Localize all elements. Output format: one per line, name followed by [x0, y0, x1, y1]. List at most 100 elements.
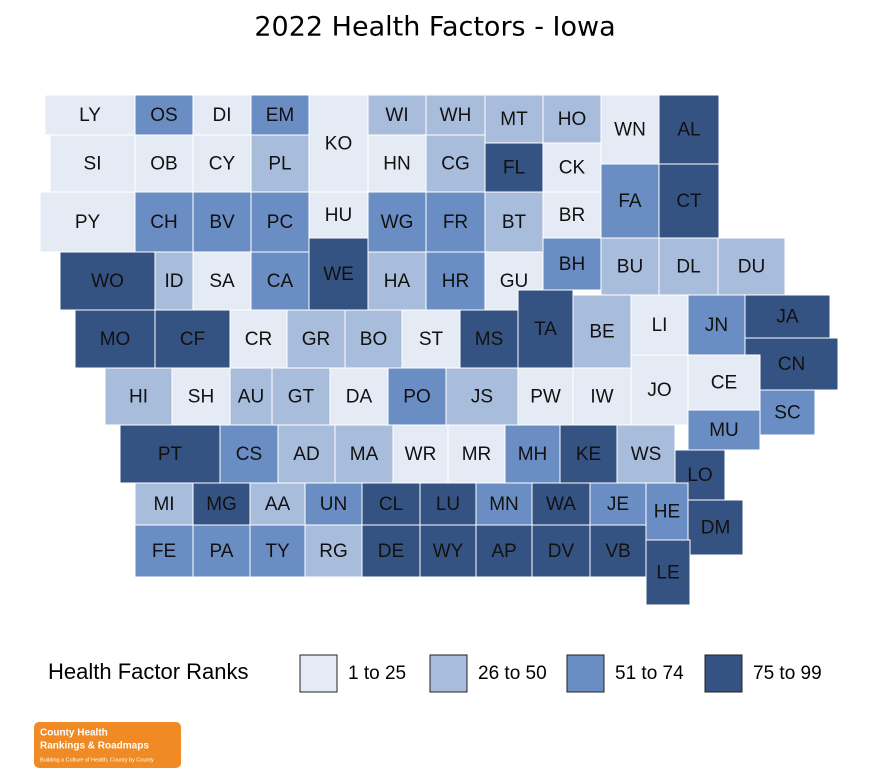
county-label: DE	[378, 541, 404, 562]
county-label: SI	[84, 154, 102, 175]
county-label: PO	[403, 387, 430, 408]
county-label: MH	[518, 444, 548, 465]
county-label: MR	[462, 444, 492, 465]
county-label: WO	[91, 271, 124, 292]
county	[192, 94, 252, 136]
county	[401, 309, 461, 369]
county	[504, 424, 561, 484]
county	[308, 94, 369, 193]
county-label: ST	[419, 329, 444, 350]
county	[361, 524, 421, 578]
county-label: DV	[548, 541, 575, 562]
county-label: PW	[530, 387, 561, 408]
county-label: AP	[491, 541, 516, 562]
county	[517, 289, 574, 369]
county	[304, 482, 363, 526]
county-label: MG	[206, 494, 237, 515]
county-label: FL	[503, 158, 525, 179]
county-label: LE	[656, 563, 679, 584]
legend-label: 1 to 25	[348, 663, 406, 684]
county	[600, 94, 660, 165]
legend-title: Health Factor Ranks	[48, 659, 249, 684]
county-label: TA	[534, 319, 557, 340]
county-label: WI	[385, 105, 408, 126]
county-label: HN	[383, 154, 410, 175]
county	[286, 309, 346, 369]
county-label: FR	[443, 212, 468, 233]
county-label: CT	[676, 191, 702, 212]
county	[44, 94, 136, 136]
county-label: UN	[320, 494, 347, 515]
county-label: WS	[631, 444, 662, 465]
county	[717, 237, 786, 296]
county-label: LI	[652, 315, 668, 336]
county-label: CG	[441, 154, 470, 175]
county-label: PL	[268, 154, 291, 175]
county-label: SC	[774, 403, 800, 424]
county	[687, 409, 761, 451]
county-label: BV	[209, 212, 235, 233]
county-label: JE	[607, 494, 629, 515]
county	[367, 94, 427, 136]
legend-swatch	[429, 654, 468, 693]
county	[419, 524, 477, 578]
county	[49, 134, 136, 193]
county	[572, 367, 632, 426]
legend-swatch	[704, 654, 743, 693]
county-label: AL	[677, 120, 700, 141]
county-label: HA	[384, 271, 411, 292]
county-label: CY	[209, 154, 236, 175]
county-label: FA	[618, 191, 642, 212]
county-label: LO	[687, 465, 712, 486]
county-label: BT	[502, 212, 527, 233]
county	[419, 482, 477, 526]
county	[475, 482, 533, 526]
county	[367, 134, 427, 193]
county	[192, 524, 251, 578]
county-label: CK	[559, 158, 586, 179]
county	[249, 524, 306, 578]
county-label: JA	[776, 307, 799, 328]
county-label: PY	[75, 212, 101, 233]
county-label: KO	[325, 134, 352, 155]
county	[134, 482, 194, 526]
county-label: WE	[323, 264, 354, 285]
county-label: HE	[654, 502, 680, 523]
county	[572, 294, 632, 369]
county-label: FE	[152, 541, 176, 562]
county	[392, 424, 449, 484]
county-label: MU	[709, 420, 739, 441]
county-label: HR	[442, 271, 469, 292]
county	[104, 367, 173, 426]
county-label: JS	[471, 387, 493, 408]
county	[531, 524, 591, 578]
county-label: JO	[647, 380, 671, 401]
county-label: EM	[266, 105, 295, 126]
county-label: BE	[589, 322, 614, 343]
county	[475, 524, 533, 578]
county	[542, 142, 602, 193]
county	[645, 539, 691, 606]
county-label: LY	[79, 105, 101, 126]
county-label: CH	[150, 212, 177, 233]
county-label: CF	[180, 329, 205, 350]
county	[687, 499, 744, 556]
county-label: CN	[778, 354, 805, 375]
county	[134, 94, 194, 136]
county	[484, 142, 544, 193]
county-label: TY	[265, 541, 290, 562]
county	[687, 354, 761, 411]
county-label: MT	[500, 109, 528, 130]
county-label: DI	[213, 105, 232, 126]
county	[192, 134, 252, 193]
county-label: CS	[236, 444, 262, 465]
county	[219, 424, 279, 484]
county-label: MO	[100, 329, 131, 350]
county	[600, 163, 660, 239]
county-label: AD	[293, 444, 319, 465]
county-label: WR	[405, 444, 437, 465]
county	[229, 309, 288, 369]
county	[459, 309, 519, 369]
county-label: CR	[245, 329, 272, 350]
